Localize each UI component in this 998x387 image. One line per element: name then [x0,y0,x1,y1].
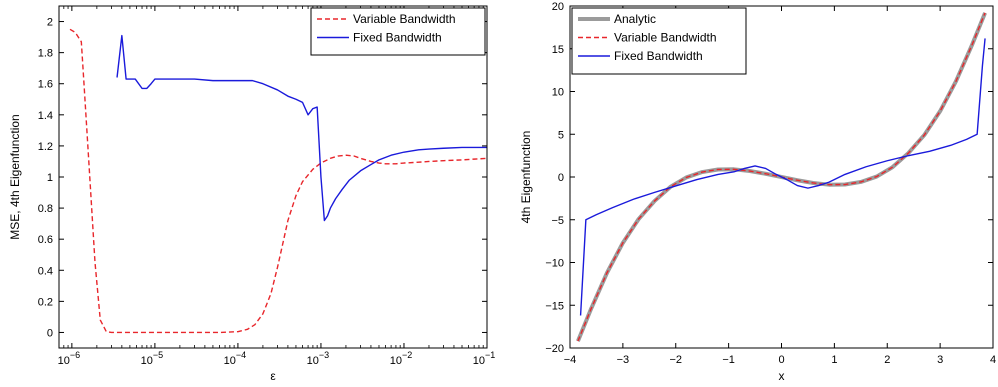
series-line-fixed-bandwidth [579,38,986,316]
y-tick-label: −10 [545,258,564,270]
legend: Analytic Variable Bandwidth Fixed Bandwidt… [571,7,747,75]
y-tick-label: 0.4 [38,265,53,277]
y-tick-label: 0 [47,327,53,339]
plot-area [59,6,487,348]
y-tick-label: 20 [552,1,564,13]
x-tick-label: 10−3 [307,350,330,367]
legend-entry: Fixed Bandwidth [614,49,703,63]
x-tick-label: 10−2 [390,350,413,367]
y-tick-label: 1.2 [38,141,53,153]
legend-entry: Variable Bandwidth [614,31,717,45]
x-axis-label: x [779,369,785,383]
y-tick-label: 0.6 [38,234,53,246]
x-tick-label: −2 [669,354,682,366]
series-line-fixed-bandwidth [116,34,487,222]
legend-entry: Fixed Bandwidth [353,31,442,45]
y-axis-label: MSE, 4th Eigenfunction [8,114,22,239]
x-tick-label: −1 [722,354,735,366]
x-tick-label: 3 [937,354,943,366]
y-tick-label: 0 [558,172,564,184]
y-tick-label: −20 [545,343,564,355]
y-tick-label: −15 [545,300,564,312]
y-tick-label: 10 [552,87,564,99]
y-tick-label: 1.8 [38,48,53,60]
y-tick-label: 5 [558,129,564,141]
legend: Variable Bandwidth Fixed Bandwidth [310,7,486,56]
x-tick-label: 10−6 [58,350,81,367]
x-tick-label: −3 [617,354,630,366]
y-tick-label: 0.8 [38,203,53,215]
x-tick-label: 0 [778,354,784,366]
x-tick-label: 10−1 [473,350,496,367]
x-tick-label: 2 [884,354,890,366]
mse-chart: 10−6 10−5 10−4 10−3 10−2 10−1 0 0.2 0.4 0.6 0.8 1 1.… [8,5,496,383]
legend-entry: Analytic [614,12,656,26]
y-tick-label: 1.6 [38,79,53,91]
x-tick-label: 10−5 [141,350,164,367]
series-line-variable-bandwidth [69,28,487,334]
y-tick-label: 1.4 [38,110,53,122]
y-axis-label: 4th Eigenfunction [519,131,533,224]
y-tick-label: 15 [552,44,564,56]
legend-entry: Variable Bandwidth [353,12,456,26]
y-tick-label: 0.2 [38,296,53,308]
y-tick-label: 2 [47,17,53,29]
x-tick-label: −4 [564,354,577,366]
x-axis-label: ε [270,369,276,383]
x-tick-label: 1 [831,354,837,366]
legend-box [310,7,486,56]
x-tick-label: 10−4 [224,350,247,367]
x-tick-label: 4 [990,354,996,366]
y-tick-label: −5 [551,215,564,227]
y-tick-label: 1 [47,172,53,184]
